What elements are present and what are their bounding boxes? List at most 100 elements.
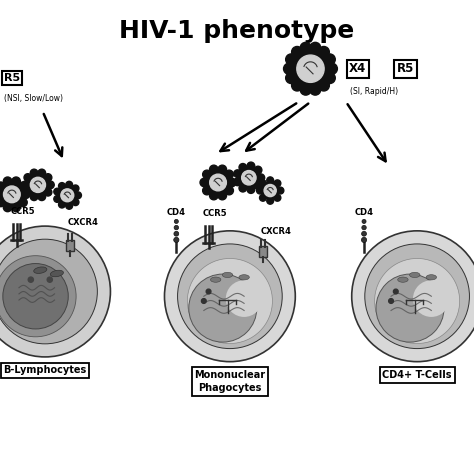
Circle shape	[0, 226, 110, 357]
Text: X4: X4	[349, 62, 366, 75]
Circle shape	[300, 42, 311, 54]
Circle shape	[239, 164, 246, 171]
Circle shape	[164, 231, 295, 362]
Circle shape	[30, 177, 46, 192]
Circle shape	[174, 219, 178, 223]
Circle shape	[413, 280, 450, 317]
Circle shape	[234, 178, 241, 186]
Text: CXCR4: CXCR4	[261, 227, 292, 236]
Circle shape	[374, 258, 460, 344]
Text: HIV-1 phenotype: HIV-1 phenotype	[119, 19, 355, 43]
Ellipse shape	[34, 267, 47, 273]
Circle shape	[61, 189, 74, 202]
Circle shape	[297, 55, 324, 82]
Circle shape	[54, 188, 61, 195]
Circle shape	[393, 289, 398, 294]
Circle shape	[44, 173, 52, 182]
Circle shape	[292, 46, 303, 57]
Ellipse shape	[222, 272, 233, 277]
Circle shape	[361, 237, 367, 243]
Circle shape	[24, 188, 32, 196]
Circle shape	[0, 255, 76, 337]
Text: CD4+ T-Cells: CD4+ T-Cells	[383, 370, 452, 380]
Circle shape	[0, 198, 5, 207]
Circle shape	[254, 182, 262, 189]
Circle shape	[228, 178, 236, 187]
Circle shape	[30, 193, 38, 201]
Circle shape	[218, 165, 227, 173]
Circle shape	[189, 274, 257, 342]
Text: R5: R5	[4, 73, 20, 83]
Circle shape	[66, 202, 73, 209]
Circle shape	[362, 219, 366, 223]
Circle shape	[206, 171, 230, 194]
Circle shape	[187, 258, 273, 344]
Circle shape	[59, 182, 65, 190]
Circle shape	[254, 166, 262, 174]
FancyBboxPatch shape	[259, 246, 267, 257]
Text: CCR5: CCR5	[203, 209, 228, 218]
Circle shape	[66, 182, 73, 188]
Circle shape	[178, 244, 282, 348]
Circle shape	[326, 63, 337, 74]
Circle shape	[203, 186, 211, 195]
Circle shape	[389, 299, 393, 303]
Text: (NSI, Slow/Low): (NSI, Slow/Low)	[4, 94, 63, 103]
Ellipse shape	[410, 272, 420, 277]
Circle shape	[54, 196, 61, 202]
Text: CD4: CD4	[355, 208, 374, 217]
Circle shape	[260, 180, 266, 187]
Circle shape	[234, 170, 241, 177]
Circle shape	[203, 170, 211, 179]
Text: CD4: CD4	[167, 208, 186, 217]
FancyBboxPatch shape	[66, 240, 74, 251]
Circle shape	[28, 277, 33, 283]
Circle shape	[218, 191, 227, 200]
Ellipse shape	[398, 277, 408, 283]
Circle shape	[0, 190, 2, 199]
Circle shape	[264, 184, 276, 197]
Circle shape	[225, 170, 233, 179]
Circle shape	[0, 239, 97, 344]
Text: Mononuclear
Phagocytes: Mononuclear Phagocytes	[194, 370, 265, 393]
Ellipse shape	[50, 270, 64, 277]
Circle shape	[225, 186, 233, 195]
Circle shape	[18, 182, 27, 191]
Circle shape	[174, 237, 179, 243]
Text: CCR5: CCR5	[11, 207, 36, 216]
Circle shape	[3, 203, 12, 212]
Circle shape	[365, 244, 469, 348]
Circle shape	[0, 182, 5, 191]
Circle shape	[274, 194, 281, 201]
Ellipse shape	[239, 274, 249, 280]
Circle shape	[200, 178, 209, 187]
Circle shape	[44, 188, 52, 196]
Circle shape	[0, 182, 24, 206]
Text: R5: R5	[397, 62, 414, 75]
Text: B-Lymphocytes: B-Lymphocytes	[3, 365, 87, 375]
Circle shape	[238, 167, 259, 188]
Circle shape	[226, 280, 263, 317]
Circle shape	[210, 191, 218, 200]
Circle shape	[262, 182, 279, 199]
Circle shape	[12, 203, 20, 212]
Circle shape	[376, 274, 444, 342]
Circle shape	[74, 192, 82, 199]
Circle shape	[318, 80, 329, 91]
Circle shape	[210, 174, 227, 191]
Circle shape	[277, 187, 284, 194]
Circle shape	[247, 186, 255, 193]
Text: (SI, Rapid/H): (SI, Rapid/H)	[350, 87, 399, 95]
Text: CXCR4: CXCR4	[68, 218, 99, 227]
Circle shape	[12, 177, 20, 185]
Circle shape	[352, 231, 474, 362]
Circle shape	[47, 277, 53, 283]
Circle shape	[274, 180, 281, 187]
Circle shape	[239, 184, 246, 192]
Circle shape	[257, 174, 264, 182]
Ellipse shape	[210, 277, 221, 283]
Circle shape	[174, 225, 179, 230]
Circle shape	[22, 181, 29, 189]
Circle shape	[324, 54, 335, 65]
Circle shape	[72, 199, 79, 206]
